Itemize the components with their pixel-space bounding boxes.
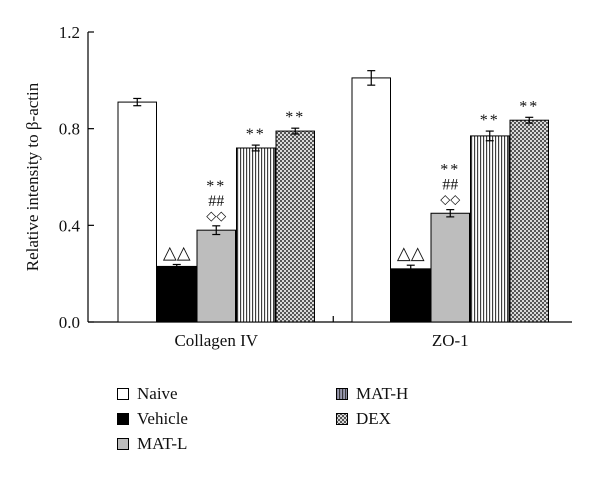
legend-item-mat-h: MAT-H (336, 384, 408, 404)
bar-mat-l-0 (196, 229, 236, 323)
bar-mat-h-0 (236, 147, 276, 323)
legend-item-dex: DEX (336, 409, 391, 429)
bar-naive-1 (351, 77, 391, 323)
significance-mark: ◇◇ (206, 208, 226, 223)
significance-mark: ** (440, 162, 460, 179)
legend-label-dex: DEX (356, 409, 391, 428)
significance-mark: ** (285, 109, 305, 126)
significance-mark: △△ (163, 242, 191, 262)
category-label: ZO-1 (432, 331, 469, 350)
bars (117, 70, 549, 323)
significance-mark: ## (208, 193, 224, 210)
y-tick-label: 0.0 (59, 313, 80, 332)
bar-chart: 0.0 0.4 0.8 1.2 Relative intensity to β-acti… (23, 23, 572, 350)
bar-vehicle-1 (391, 268, 431, 323)
category-label: Collagen IV (174, 331, 258, 350)
y-tick-label: 0.8 (59, 120, 80, 139)
legend-label-mat-l: MAT-L (137, 434, 188, 453)
bar-mat-l-1 (430, 212, 470, 323)
legend-label-mat-h: MAT-H (356, 384, 409, 403)
legend-item-vehicle: Vehicle (117, 409, 188, 429)
legend-swatch-dex (336, 413, 348, 425)
legend-label-vehicle: Vehicle (137, 409, 188, 428)
legend-label-naive: Naive (137, 384, 178, 403)
significance-mark: ## (442, 177, 458, 194)
legend-swatch-vehicle (117, 413, 129, 425)
bar-vehicle-0 (157, 265, 197, 323)
legend-swatch-naive (117, 388, 129, 400)
y-tick-label: 0.4 (59, 216, 81, 235)
significance-mark: ** (519, 98, 539, 115)
legend-swatch-mat-h (336, 388, 348, 400)
significance-mark: △△ (397, 243, 425, 263)
y-tick-label: 1.2 (59, 23, 80, 42)
significance-mark: ** (246, 126, 266, 143)
bar-naive-0 (117, 101, 157, 323)
bar-dex-0 (275, 130, 315, 323)
bar-mat-h-1 (470, 135, 510, 323)
significance-mark: ** (206, 178, 226, 195)
significance-mark: ** (480, 112, 500, 129)
legend-swatch-mat-l (117, 438, 129, 450)
y-axis-label: Relative intensity to β-actin (23, 82, 42, 271)
significance-mark: ◇◇ (440, 192, 460, 207)
labels: 0.0 0.4 0.8 1.2 Relative intensity to β-acti… (23, 23, 539, 350)
legend-item-naive: Naive (117, 384, 178, 404)
legend-item-mat-l: MAT-L (117, 434, 187, 454)
